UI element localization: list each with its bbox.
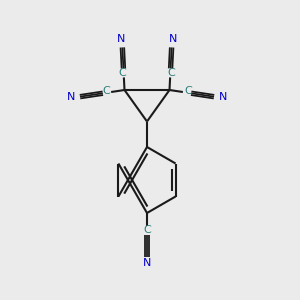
Text: N: N [169,34,178,44]
Text: N: N [143,257,151,268]
Text: C: C [168,68,176,78]
Text: N: N [219,92,227,102]
Text: C: C [143,225,151,236]
Text: C: C [184,86,192,96]
Text: N: N [116,34,125,44]
Text: C: C [102,86,110,96]
Text: C: C [118,68,126,78]
Text: N: N [67,92,75,102]
